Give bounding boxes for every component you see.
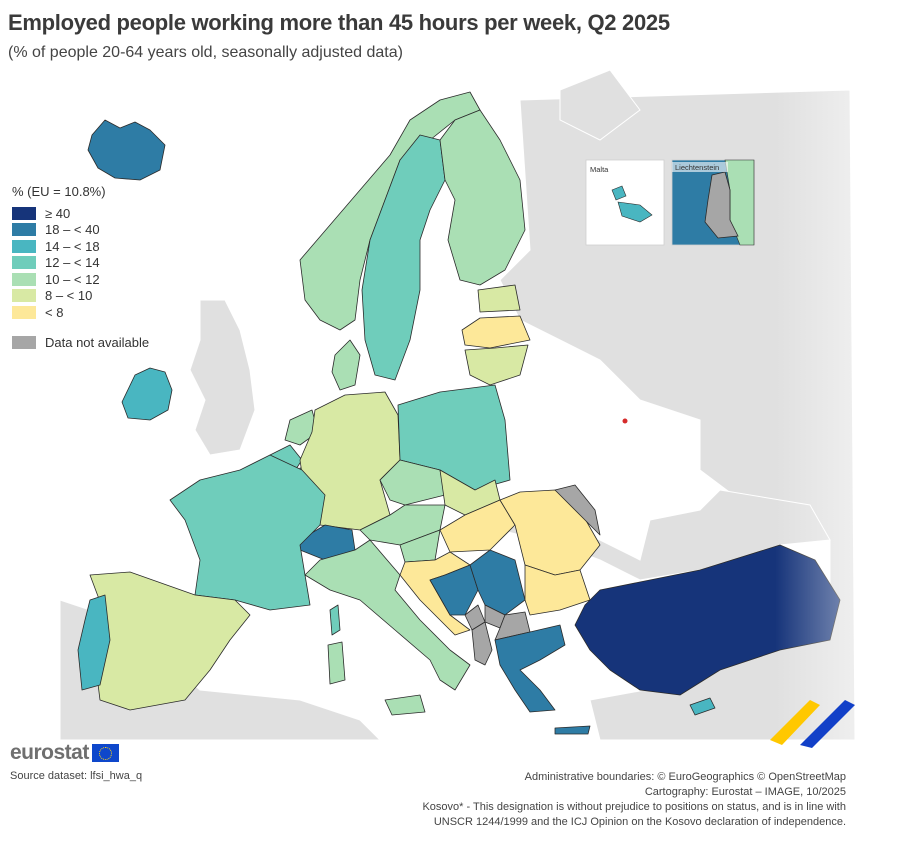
legend-swatch (12, 223, 36, 237)
eurostat-logo: eurostat (10, 741, 119, 765)
legend-swatch-not-available (12, 336, 36, 350)
logo-text: eurostat (10, 741, 89, 764)
eu-flag-icon (91, 744, 119, 762)
liechtenstein-inset: Liechtenstein (671, 159, 755, 246)
legend-row: 10 – < 12 (12, 271, 149, 288)
legend-swatch (12, 305, 36, 319)
legend-title: % (EU = 10.8%) (12, 184, 106, 199)
legend-row: ≥ 40 (12, 205, 149, 222)
legend-label: 10 – < 12 (45, 271, 100, 287)
legend-swatch (12, 239, 36, 253)
liechtenstein-inset-label: Liechtenstein (675, 163, 719, 172)
legend-swatch (12, 206, 36, 220)
legend-row: 14 – < 18 (12, 238, 149, 255)
legend-row-not-available: Data not available (12, 335, 149, 352)
legend-label: < 8 (45, 304, 64, 320)
map-title: Employed people working more than 45 hou… (8, 10, 670, 35)
credits: Administrative boundaries: © EuroGeograp… (422, 770, 846, 830)
legend: % (EU = 10.8%) ≥ 40 18 – < 40 14 – < 18 12 … (12, 184, 149, 351)
legend-swatch (12, 272, 36, 286)
malta-inset: Malta (585, 159, 665, 246)
vignette (0, 70, 912, 750)
legend-label-not-available: Data not available (45, 335, 150, 351)
legend-label: 8 – < 10 (45, 288, 93, 304)
map-subtitle: (% of people 20-64 years old, seasonally… (8, 44, 403, 61)
legend-label: 14 – < 18 (45, 238, 100, 254)
credits-cartography: Cartography: Eurostat – IMAGE, 10/2025 (644, 786, 846, 798)
legend-swatch (12, 256, 36, 270)
malta (611, 185, 627, 201)
legend-label: 18 – < 40 (45, 222, 100, 238)
legend-label: 12 – < 14 (45, 255, 100, 271)
legend-swatch (12, 289, 36, 303)
legend-label: ≥ 40 (45, 205, 71, 221)
credits-kosovo-1: Kosovo* - This designation is without pr… (422, 801, 846, 813)
liechtenstein (704, 171, 739, 239)
legend-row: 18 – < 40 (12, 222, 149, 239)
malta-main (617, 201, 653, 223)
credits-boundaries: Administrative boundaries: © EuroGeograp… (524, 771, 846, 783)
credits-kosovo-2: UNSCR 1244/1999 and the ICJ Opinion on t… (433, 816, 846, 828)
legend-row: 12 – < 14 (12, 255, 149, 272)
source-dataset: Source dataset: lfsi_hwa_q (10, 770, 143, 782)
legend-row: 8 – < 10 (12, 288, 149, 305)
eurostat-swoosh (770, 700, 855, 748)
legend-classes: ≥ 40 18 – < 40 14 – < 18 12 – < 14 10 – < 12… (12, 205, 149, 321)
malta-inset-label: Malta (590, 165, 609, 174)
legend-row: < 8 (12, 304, 149, 321)
